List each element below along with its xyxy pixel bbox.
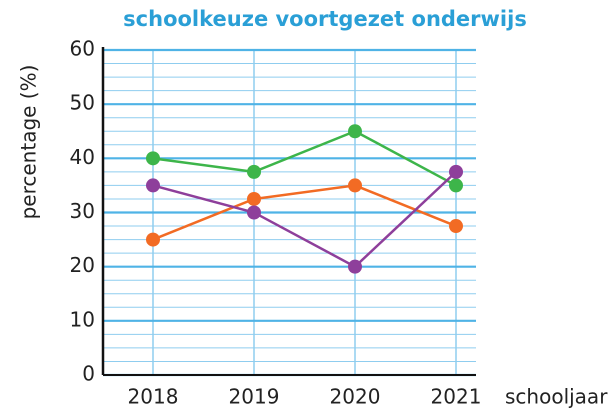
y-axis-label: percentage (%) [17,65,41,220]
x-tick-label: 2020 [330,385,381,409]
y-tick-label: 50 [70,91,95,115]
series-line [152,170,457,269]
y-tick-label: 60 [70,37,95,61]
y-tick-label: 40 [70,145,95,169]
data-point [247,191,261,206]
data-point [449,164,463,179]
y-tick-label: 10 [70,307,95,331]
series-line [152,129,457,187]
data-point [146,178,160,193]
y-tick-label: 20 [70,253,95,277]
chart-title: schoolkeuze voortgezet onderwijs [123,7,527,31]
data-point [146,151,160,166]
data-point [348,259,362,274]
data-point [247,164,261,179]
x-tick-label: 2021 [431,385,482,409]
x-tick-label: 2018 [128,385,179,409]
data-point [247,205,261,220]
y-tick-label: 30 [70,199,95,223]
data-point [449,219,463,234]
y-tick-label: 0 [82,362,95,386]
data-point [146,232,160,247]
series-line [152,184,457,241]
x-axis-label: schooljaar [505,385,608,409]
data-point [449,178,463,193]
data-point [348,178,362,193]
data-point [348,124,362,139]
x-tick-label: 2019 [229,385,280,409]
